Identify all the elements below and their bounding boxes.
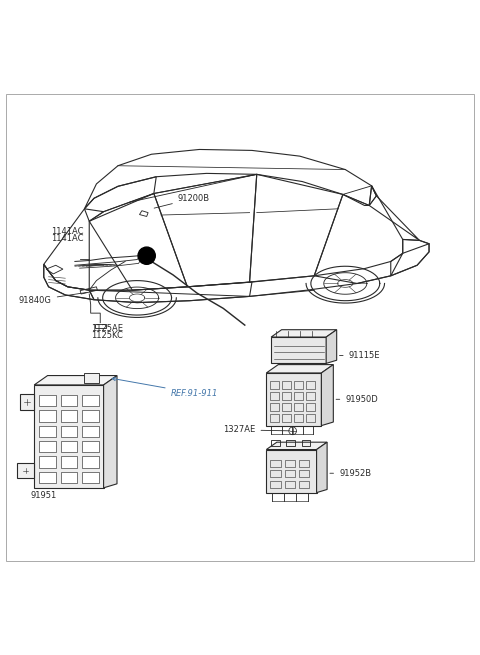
Polygon shape xyxy=(17,463,34,478)
Polygon shape xyxy=(60,472,77,483)
Polygon shape xyxy=(60,426,77,437)
Polygon shape xyxy=(82,472,99,483)
Polygon shape xyxy=(39,410,56,422)
Polygon shape xyxy=(266,365,333,373)
Text: 91200B: 91200B xyxy=(154,194,210,208)
Text: 91115E: 91115E xyxy=(339,351,380,360)
Polygon shape xyxy=(271,329,336,337)
Text: 1327AE: 1327AE xyxy=(223,426,290,434)
Circle shape xyxy=(138,247,156,265)
Text: 91951: 91951 xyxy=(30,491,57,500)
Polygon shape xyxy=(82,395,99,407)
Polygon shape xyxy=(39,395,56,407)
Polygon shape xyxy=(104,375,117,488)
Text: 1141AC: 1141AC xyxy=(51,227,84,236)
Polygon shape xyxy=(39,472,56,483)
Text: 1125KC: 1125KC xyxy=(91,331,122,340)
Polygon shape xyxy=(60,457,77,468)
Text: 91840G: 91840G xyxy=(19,293,86,305)
Polygon shape xyxy=(39,426,56,437)
Polygon shape xyxy=(271,337,326,364)
Text: 1141AC: 1141AC xyxy=(51,234,84,243)
Polygon shape xyxy=(82,426,99,437)
Polygon shape xyxy=(82,441,99,453)
Text: 91952B: 91952B xyxy=(330,469,371,477)
Polygon shape xyxy=(326,329,336,364)
Polygon shape xyxy=(34,385,104,488)
Polygon shape xyxy=(266,442,327,449)
Polygon shape xyxy=(60,395,77,407)
Polygon shape xyxy=(39,441,56,453)
Polygon shape xyxy=(20,394,34,410)
Polygon shape xyxy=(34,375,117,385)
Polygon shape xyxy=(84,373,99,383)
Circle shape xyxy=(289,427,297,435)
Polygon shape xyxy=(322,365,333,426)
Text: REF.91-911: REF.91-911 xyxy=(112,377,218,398)
Polygon shape xyxy=(39,457,56,468)
Polygon shape xyxy=(266,373,322,426)
Circle shape xyxy=(21,466,30,475)
Text: 1125AE: 1125AE xyxy=(91,324,123,333)
Polygon shape xyxy=(266,449,317,493)
Text: 91950D: 91950D xyxy=(336,395,378,403)
Polygon shape xyxy=(82,457,99,468)
Polygon shape xyxy=(60,410,77,422)
Circle shape xyxy=(23,398,31,406)
Polygon shape xyxy=(60,441,77,453)
Polygon shape xyxy=(317,442,327,493)
Polygon shape xyxy=(82,410,99,422)
